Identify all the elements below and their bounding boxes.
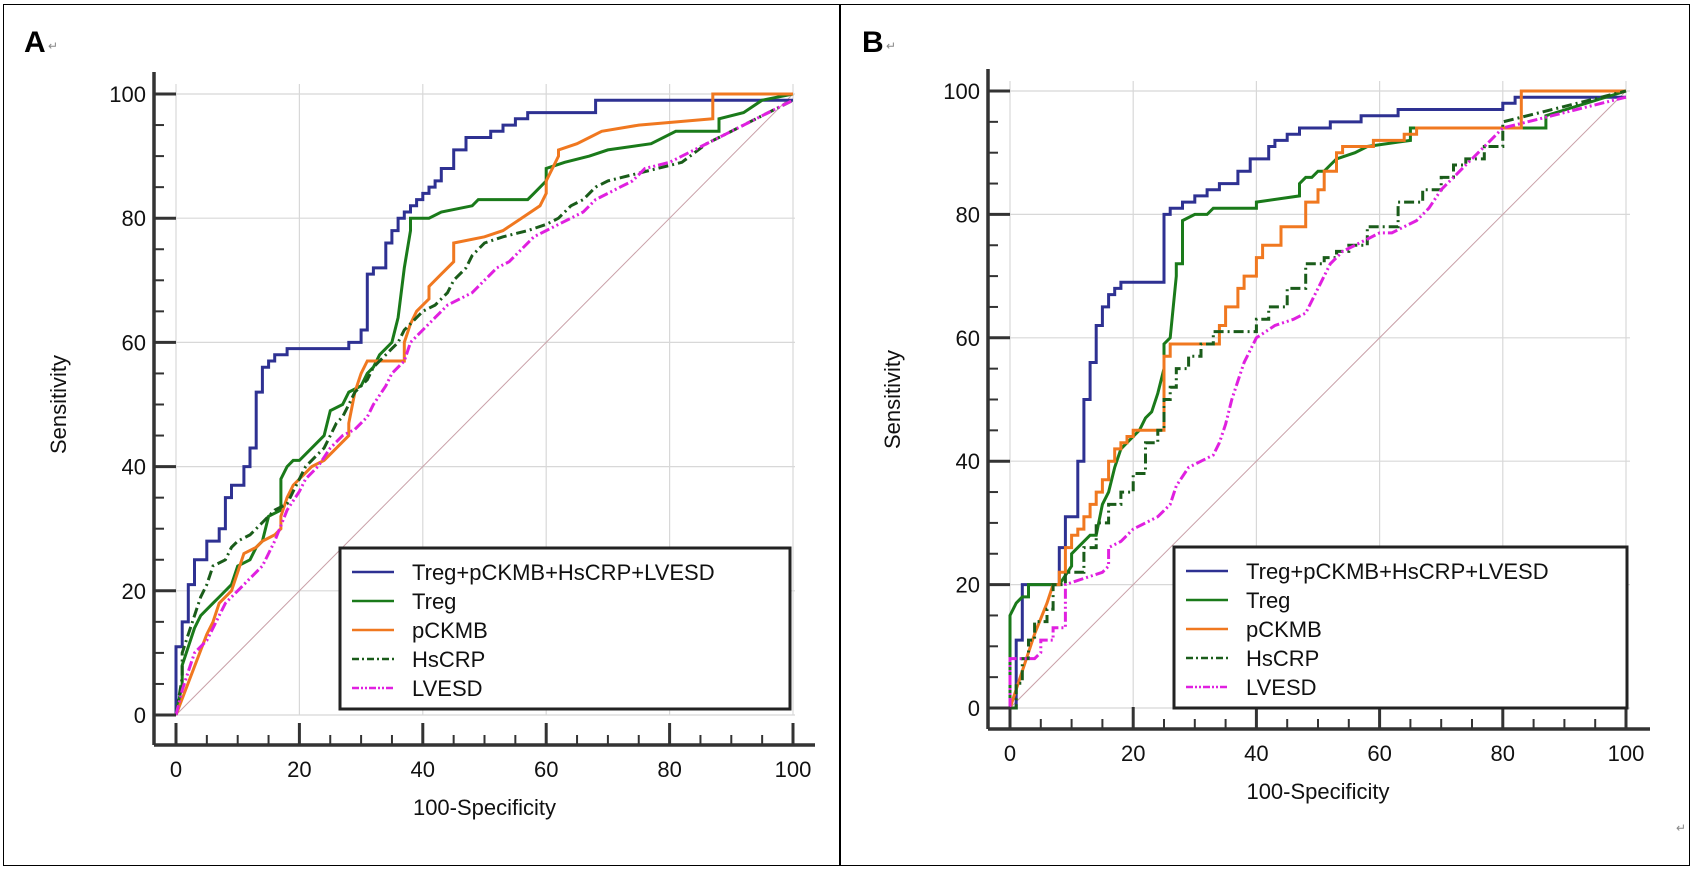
roc-curve-pckmb [174, 92, 793, 716]
axes [986, 69, 1650, 731]
figure-frame [3, 4, 1690, 866]
roc-curve-hscrp [1010, 89, 1627, 710]
y-tick-label: 100 [943, 79, 980, 104]
y-tick-label: 40 [956, 449, 980, 474]
roc-curve-treg-pckmb-hscrp-lvesd [174, 98, 793, 715]
tick-labels: 0 20 40 60 80 100 0 20 40 60 80 100 [943, 79, 1644, 766]
roc-curve-lvesd [1008, 95, 1627, 708]
x-tick-label: 0 [170, 757, 182, 782]
legend-label: Treg [1246, 588, 1290, 613]
panel-label-a: A [24, 26, 46, 59]
paragraph-mark-icon: ↵ [48, 39, 58, 53]
x-tick-label: 20 [1121, 741, 1145, 766]
x-axis-title: 100-Specificity [1246, 779, 1389, 804]
reference-line [175, 93, 794, 716]
legend: Treg+pCKMB+HsCRP+LVESD Treg pCKMB HsCRP LVES… [338, 546, 792, 711]
legend-label: LVESD [412, 676, 483, 701]
roc-curve-hscrp [174, 98, 794, 716]
paragraph-mark-icon: ↵ [1676, 821, 1686, 835]
x-tick-label: 40 [411, 757, 435, 782]
y-tick-label: 20 [122, 579, 146, 604]
y-axis-title: Sensitivity [46, 355, 71, 454]
x-tick-label: 40 [1244, 741, 1268, 766]
series-group [1008, 89, 1627, 710]
legend-label: pCKMB [1246, 617, 1322, 642]
x-tick-label: 60 [534, 757, 558, 782]
x-tick-label: 0 [1004, 741, 1016, 766]
reference-diagonal [1009, 90, 1627, 709]
y-tick-label: 80 [122, 206, 146, 231]
legend-label: HsCRP [1246, 646, 1319, 671]
panel-a: A ↵ 0 20 40 60 80 100 0 20 40 60 80 100 100-Specifi… [24, 26, 815, 820]
legend: Treg+pCKMB+HsCRP+LVESD Treg pCKMB HsCRP LVES… [1172, 545, 1629, 710]
legend-label: pCKMB [412, 618, 488, 643]
legend-box [338, 546, 792, 711]
roc-curve-lvesd [174, 98, 794, 716]
x-tick-label: 100 [1608, 741, 1645, 766]
panel-label-b: B [862, 26, 884, 59]
legend-box [1172, 545, 1629, 710]
y-tick-label: 100 [109, 82, 146, 107]
x-tick-label: 80 [1491, 741, 1515, 766]
y-tick-label: 80 [956, 202, 980, 227]
y-tick-label: 60 [122, 330, 146, 355]
x-tick-label: 20 [287, 757, 311, 782]
legend-label: Treg+pCKMB+HsCRP+LVESD [1246, 559, 1549, 584]
roc-curve-pckmb [1008, 89, 1626, 709]
series-group [174, 92, 794, 716]
reference-line [1009, 90, 1627, 709]
x-tick-label: 80 [657, 757, 681, 782]
paragraph-mark-icon: ↵ [886, 39, 896, 53]
axes [152, 72, 815, 747]
x-tick-label: 60 [1367, 741, 1391, 766]
roc-curve-treg-pckmb-hscrp-lvesd [1010, 95, 1626, 710]
y-tick-label: 60 [956, 326, 980, 351]
y-tick-label: 0 [968, 696, 980, 721]
panel-b: B ↵ 0 20 40 60 80 100 0 20 40 60 80 100 100-Specifi… [862, 26, 1650, 804]
y-axis-title: Sensitivity [880, 350, 905, 449]
reference-diagonal [175, 93, 794, 716]
legend-label: LVESD [1246, 675, 1317, 700]
y-tick-label: 40 [122, 455, 146, 480]
legend-label: HsCRP [412, 647, 485, 672]
x-axis-title: 100-Specificity [413, 795, 556, 820]
x-tick-label: 100 [775, 757, 812, 782]
roc-curve-treg [1008, 89, 1627, 708]
legend-label: Treg+pCKMB+HsCRP+LVESD [412, 560, 715, 585]
roc-curve-treg [174, 92, 794, 716]
panel-divider [839, 4, 841, 866]
y-tick-label: 0 [134, 703, 146, 728]
tick-labels: 0 20 40 60 80 100 0 20 40 60 80 100 [109, 82, 811, 782]
legend-label: Treg [412, 589, 456, 614]
y-tick-label: 20 [956, 573, 980, 598]
